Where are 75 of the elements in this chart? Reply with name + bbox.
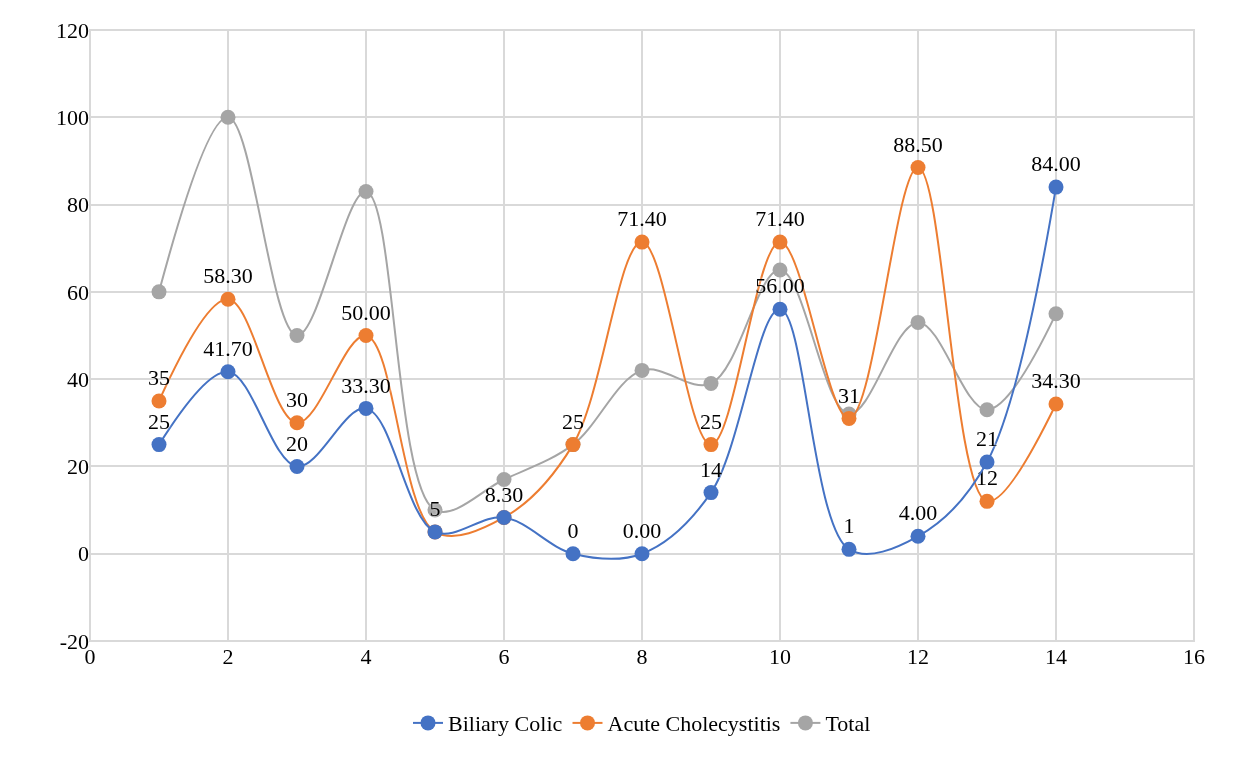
data-label: 25 — [562, 408, 584, 434]
point — [220, 109, 236, 125]
point — [1048, 396, 1064, 412]
point — [151, 393, 167, 409]
data-label: 35 — [148, 365, 170, 391]
x-tick-label: 16 — [1183, 644, 1205, 669]
point — [151, 284, 167, 300]
data-label: 30 — [286, 386, 308, 412]
point — [634, 362, 650, 378]
point — [772, 234, 788, 250]
point — [220, 364, 236, 380]
data-label: 20 — [286, 430, 308, 456]
y-tick-label: 80 — [67, 192, 89, 218]
x-tick-label: 8 — [636, 644, 648, 669]
point — [910, 159, 926, 175]
data-label: 88.50 — [893, 131, 943, 157]
data-label: 25 — [148, 408, 170, 434]
point — [841, 410, 857, 426]
data-label: 71.40 — [617, 206, 667, 232]
x-tick-label: 4 — [360, 644, 372, 669]
point — [634, 234, 650, 250]
point — [841, 541, 857, 557]
point — [979, 402, 995, 418]
x-tick-label: 14 — [1045, 644, 1067, 669]
point — [703, 485, 719, 501]
x-tick-label: 2 — [222, 644, 234, 669]
y-tick-label: 120 — [56, 17, 89, 43]
x-tick-label: 6 — [498, 644, 510, 669]
point — [496, 472, 512, 488]
point — [358, 400, 374, 416]
point — [910, 314, 926, 330]
point — [151, 437, 167, 453]
data-label: 8.30 — [484, 481, 524, 507]
x-tick-label: 12 — [907, 644, 929, 669]
data-label: 41.70 — [203, 335, 253, 361]
point — [289, 415, 305, 431]
point — [1048, 179, 1064, 195]
data-label: 12 — [976, 465, 998, 491]
point — [634, 546, 650, 562]
x-tick-label: 10 — [769, 644, 791, 669]
y-tick-label: 0 — [78, 541, 89, 567]
legend-label: Acute Cholecystitis — [607, 711, 781, 737]
data-label: 1 — [843, 513, 855, 539]
y-tick-label: 100 — [56, 104, 89, 130]
data-label: 5 — [429, 496, 441, 522]
y-tick-label: 20 — [67, 454, 89, 480]
y-tick-label: 60 — [67, 279, 89, 305]
data-label: 58.30 — [203, 263, 253, 289]
point — [358, 183, 374, 199]
point — [358, 328, 374, 343]
point — [1048, 306, 1064, 322]
data-label: 0 — [567, 517, 579, 543]
data-label: 84.00 — [1031, 151, 1081, 177]
point — [289, 328, 305, 343]
point — [772, 301, 788, 317]
point — [910, 528, 926, 544]
data-label: 25 — [700, 408, 722, 434]
data-label: 14 — [700, 456, 722, 482]
point — [703, 437, 719, 453]
data-label: 31 — [838, 382, 860, 408]
point — [979, 493, 995, 509]
data-label: 34.30 — [1031, 368, 1081, 394]
data-label: 0.00 — [622, 517, 662, 543]
data-label: 4.00 — [898, 500, 938, 526]
data-label: 21 — [976, 426, 998, 452]
data-label: 50.00 — [341, 299, 391, 325]
point — [979, 454, 995, 470]
point — [289, 458, 305, 474]
legend-label: Total — [825, 711, 871, 737]
legend-label: Biliary Colic — [448, 711, 563, 737]
data-label: 71.40 — [755, 206, 805, 232]
point — [220, 291, 236, 307]
y-tick-label: 40 — [67, 366, 89, 392]
point — [565, 546, 581, 562]
point — [703, 376, 719, 391]
